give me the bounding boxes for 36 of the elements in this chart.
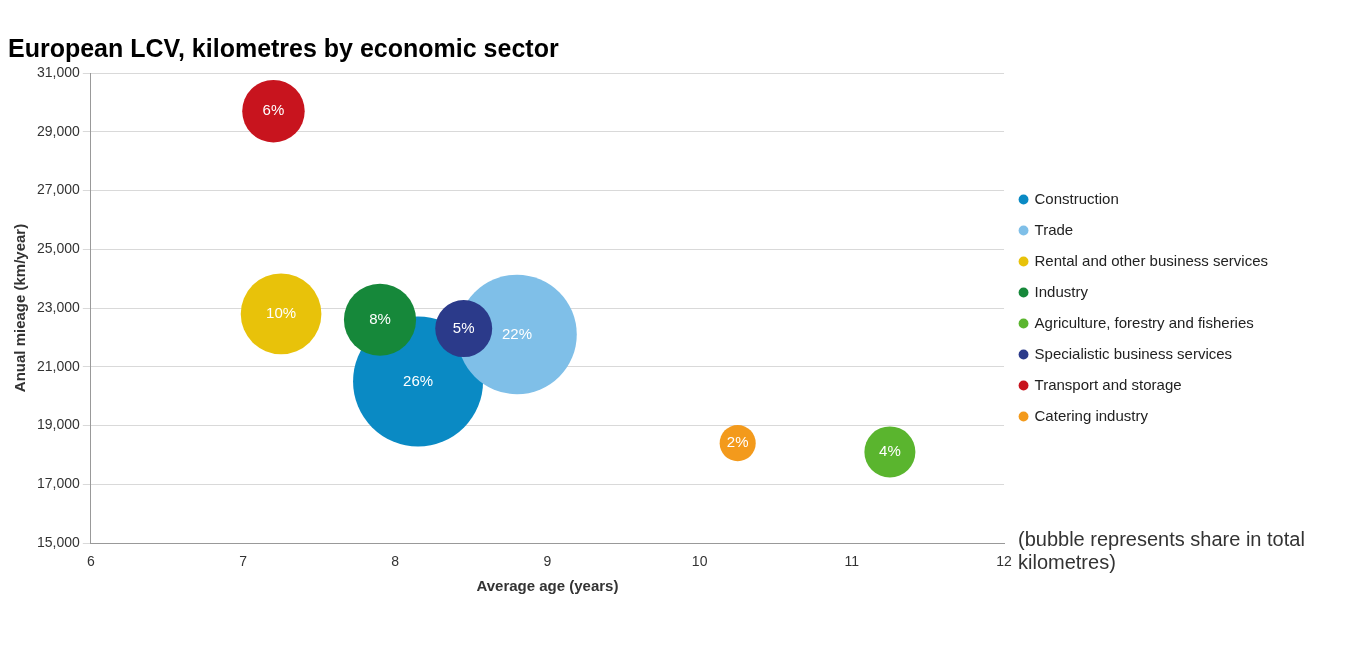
- y-tick-label: 23,000: [36, 298, 81, 315]
- y-tick-label: 15,000: [36, 533, 81, 550]
- annotation: 2%: [726, 433, 749, 451]
- y-tick-label: 27,000: [36, 181, 81, 198]
- annotation: 5%: [452, 318, 475, 336]
- legend-label: Specialistic business services: [1034, 344, 1233, 362]
- annotation: 22%: [501, 324, 533, 342]
- x-tick-label: 6: [86, 553, 95, 570]
- legend-label: Catering industry: [1034, 406, 1149, 424]
- y-tick-label: 19,000: [36, 416, 81, 433]
- y-tick-label: 29,000: [36, 122, 81, 139]
- legend-label: Transport and storage: [1034, 375, 1182, 393]
- annotation: 10%: [266, 304, 297, 322]
- text: (bubble represents share in total kilometres): [1018, 528, 1306, 574]
- annotation: 4%: [879, 442, 901, 460]
- legend-label: Construction: [1034, 189, 1119, 207]
- annotation: 26%: [403, 371, 434, 389]
- x-tick-label: 8: [391, 553, 400, 570]
- annotation: 8%: [369, 309, 391, 327]
- x-tick-label: 10: [691, 553, 708, 570]
- legend-label: Rental and other business services: [1034, 251, 1269, 269]
- x-tick-label: 12: [996, 553, 1013, 570]
- chart-title: European LCV, kilometres by economic sector: [8, 33, 559, 62]
- y-tick-label: 17,000: [36, 475, 81, 492]
- legend-label: Industry: [1034, 282, 1089, 300]
- x-tick-label: 7: [239, 553, 248, 570]
- x-axis-title: Average age (years): [476, 576, 619, 594]
- y-axis-title: Anual mieage (km/year): [11, 223, 29, 393]
- annotation: 6%: [262, 101, 285, 119]
- y-tick-label: 25,000: [36, 240, 81, 257]
- x-tick-label: 9: [543, 553, 552, 570]
- y-tick-label: 31,000: [36, 63, 81, 80]
- legend-label: Trade: [1034, 220, 1074, 238]
- legend-label: Agriculture, forestry and fisheries: [1034, 313, 1254, 331]
- x-tick-label: 11: [844, 553, 860, 570]
- y-tick-label: 21,000: [36, 357, 81, 374]
